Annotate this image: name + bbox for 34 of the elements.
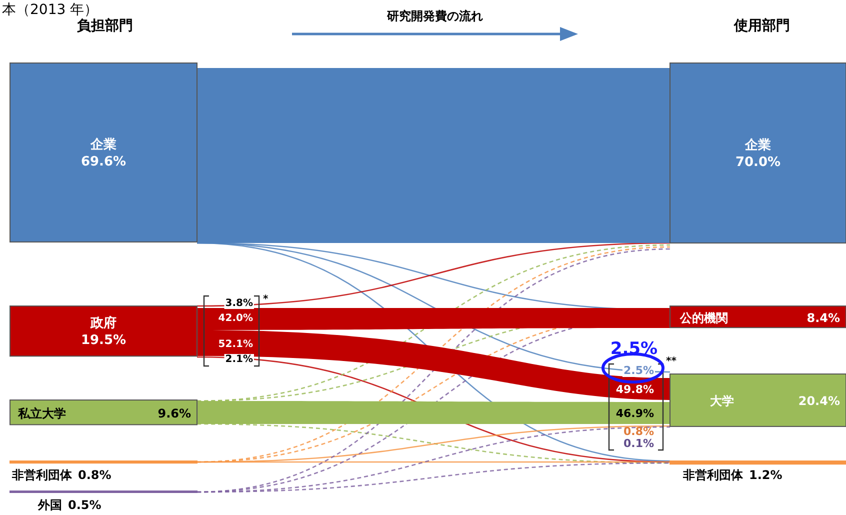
text: 2.5% [623, 364, 654, 377]
text: 46.9% [616, 407, 654, 420]
category-label: 非営利団体 [11, 468, 73, 482]
text: 2.1% [225, 354, 253, 365]
data-label: 9.6% [158, 406, 191, 420]
text: 52.1% [218, 339, 253, 350]
text: 0.1% [623, 437, 654, 450]
text: ** [666, 356, 678, 367]
category-label: 公的機関 [679, 310, 728, 325]
data-label: 19.5% [80, 333, 126, 348]
category-label: 私立大学 [17, 406, 66, 420]
text: 本（2013 年） [2, 2, 98, 18]
data-label: 8.4% [806, 310, 840, 325]
text: * [263, 294, 269, 305]
text: 42.0% [218, 313, 253, 324]
text: 49.8% [616, 383, 654, 396]
category-label: 大学 [710, 394, 734, 408]
data-label: 20.4% [798, 394, 840, 408]
data-label: 70.0% [735, 155, 781, 170]
category-label: 非営利団体 [682, 468, 744, 482]
data-label: 69.6% [80, 154, 126, 170]
text: 負担部門 [77, 17, 133, 34]
text: 研究開発費の流れ [386, 9, 483, 23]
text: 0.8% [623, 425, 654, 438]
text: 使用部門 [733, 17, 790, 34]
data-label: 1.2% [749, 468, 782, 482]
data-label: 0.5% [68, 498, 102, 512]
data-label: 0.8% [78, 468, 112, 482]
category-label: 企業 [90, 137, 116, 152]
category-label: 政府 [90, 315, 116, 332]
category-label: 外国 [37, 498, 62, 512]
text: 3.8% [225, 298, 253, 309]
category-label: 企業 [744, 138, 771, 153]
text: 2.5% [610, 339, 658, 359]
